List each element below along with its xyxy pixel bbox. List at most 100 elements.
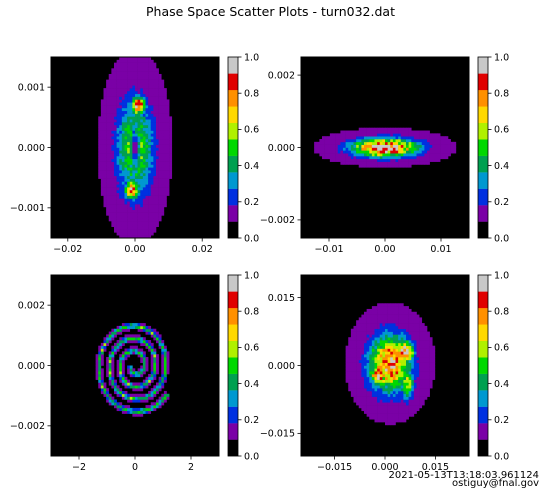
density-cell: [124, 226, 128, 230]
density-cell: [356, 373, 360, 378]
density-cell: [150, 201, 154, 205]
density-cell: [382, 136, 386, 140]
density-cell: [106, 82, 110, 86]
density-cell: [142, 218, 146, 222]
density-cell: [382, 155, 386, 160]
density-cell: [358, 382, 362, 386]
density-cell: [114, 147, 117, 151]
density-cell: [358, 371, 362, 375]
density-cell: [350, 376, 354, 380]
density-cell: [156, 93, 159, 97]
density-cell: [145, 405, 149, 409]
density-cell: [145, 65, 149, 69]
density-cell: [119, 181, 123, 185]
density-cell: [132, 373, 136, 378]
density-cell: [408, 130, 412, 134]
density-cell: [129, 334, 133, 338]
density-cell: [345, 345, 349, 349]
density-cell: [166, 167, 170, 171]
density-cell: [163, 172, 167, 177]
density-cell: [432, 348, 436, 352]
density-cell: [382, 405, 386, 409]
density-cell: [119, 232, 123, 236]
density-cell: [121, 172, 125, 177]
density-cell: [429, 371, 433, 375]
density-cell: [161, 79, 165, 83]
density-cell: [387, 136, 391, 140]
density-cell: [169, 147, 173, 151]
density-cell: [129, 195, 133, 199]
density-cell: [337, 141, 341, 145]
density-cell: [374, 308, 378, 313]
density-cell: [137, 189, 141, 194]
density-cell: [156, 399, 159, 403]
density-cell: [114, 110, 117, 114]
density-cell: [140, 393, 144, 397]
density-cell: [358, 390, 362, 395]
density-cell: [148, 147, 152, 151]
density-cell: [387, 365, 391, 369]
density-cell: [124, 68, 128, 72]
density-cell: [413, 317, 417, 321]
density-cell: [358, 141, 362, 145]
density-cell: [116, 150, 120, 154]
density-cell: [166, 102, 170, 106]
density-cell: [116, 130, 120, 134]
density-cell: [374, 144, 378, 148]
density-cell: [132, 223, 136, 227]
density-cell: [137, 206, 141, 211]
density-cell: [371, 379, 375, 383]
density-cell: [137, 158, 141, 162]
density-cell: [413, 365, 417, 369]
density-cell: [158, 164, 162, 168]
density-cell: [148, 88, 152, 92]
density-cell: [421, 385, 425, 389]
density-cell: [382, 323, 386, 327]
density-cell: [108, 110, 112, 114]
density-cell: [108, 102, 112, 106]
density-cell: [150, 189, 154, 194]
density-cell: [364, 382, 367, 386]
density-cell: [148, 215, 152, 219]
density-cell: [127, 187, 131, 191]
density-cell: [145, 144, 149, 148]
density-cell: [158, 119, 162, 123]
density-cell: [106, 184, 110, 188]
density-cell: [369, 164, 373, 168]
density-cell: [129, 198, 133, 202]
density-cell: [106, 79, 110, 83]
density-cell: [429, 150, 433, 154]
density-cell: [153, 116, 157, 120]
density-cell: [382, 379, 386, 383]
density-cell: [140, 385, 144, 389]
density-cell: [387, 396, 391, 400]
density-cell: [140, 88, 144, 92]
density-cell: [364, 328, 367, 332]
density-cell: [135, 373, 138, 378]
density-cell: [98, 379, 102, 383]
density-cell: [106, 187, 110, 191]
density-cell: [316, 147, 320, 151]
density-cell: [119, 161, 123, 165]
density-cell: [424, 136, 428, 140]
density-cell: [413, 334, 417, 338]
density-cell: [358, 345, 362, 349]
density-cell: [150, 68, 154, 72]
density-cell: [135, 187, 138, 191]
density-cell: [390, 388, 394, 392]
density-cell: [163, 102, 167, 106]
density-cell: [121, 136, 125, 140]
density-cell: [395, 320, 399, 324]
density-cells: [345, 303, 436, 426]
density-cell: [137, 337, 141, 341]
density-cell: [129, 229, 133, 233]
density-cell: [156, 390, 159, 395]
density-cell: [148, 396, 152, 400]
density-cell: [153, 133, 157, 137]
density-cell: [350, 390, 354, 395]
density-cell: [348, 144, 352, 148]
density-cell: [140, 337, 144, 341]
density-cell: [345, 359, 349, 363]
density-cell: [119, 198, 123, 202]
